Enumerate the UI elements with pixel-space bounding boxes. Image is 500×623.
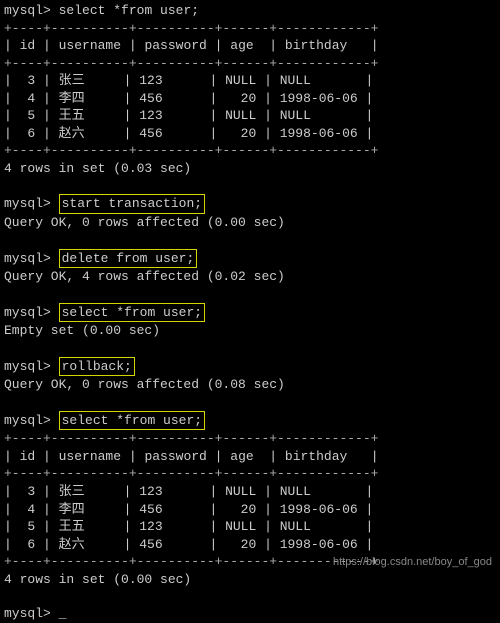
table-row: | 5 | 王五 | 123 | NULL | NULL | (4, 518, 496, 536)
command-line-5: mysql> rollback; (4, 357, 496, 377)
table-row: | 6 | 赵六 | 456 | 20 | 1998-06-06 | (4, 536, 496, 554)
result-text: Query OK, 4 rows affected (0.02 sec) (4, 268, 496, 286)
result-text: Query OK, 0 rows affected (0.00 sec) (4, 214, 496, 232)
command-line-2: mysql> start transaction; (4, 194, 496, 214)
cursor: _ (59, 606, 67, 621)
table-separator: +----+----------+----------+------+-----… (4, 142, 496, 160)
sql-command-boxed: rollback; (59, 357, 135, 377)
result-text: Empty set (0.00 sec) (4, 322, 496, 340)
prompt-line[interactable]: mysql> _ (4, 605, 496, 623)
table-row: | 6 | 赵六 | 456 | 20 | 1998-06-06 | (4, 125, 496, 143)
table-separator: +----+----------+----------+------+-----… (4, 20, 496, 38)
sql-command: select *from user; (59, 3, 199, 18)
table-separator: +----+----------+----------+------+-----… (4, 55, 496, 73)
command-line-3: mysql> delete from user; (4, 249, 496, 269)
table-header-row: | id | username | password | age | birth… (4, 37, 496, 55)
table-header-row: | id | username | password | age | birth… (4, 448, 496, 466)
command-line-6: mysql> select *from user; (4, 411, 496, 431)
sql-command-boxed: select *from user; (59, 411, 205, 431)
table-row: | 3 | 张三 | 123 | NULL | NULL | (4, 72, 496, 90)
table-row: | 3 | 张三 | 123 | NULL | NULL | (4, 483, 496, 501)
table-row: | 5 | 王五 | 123 | NULL | NULL | (4, 107, 496, 125)
result-text: 4 rows in set (0.03 sec) (4, 160, 496, 178)
prompt: mysql> (4, 3, 51, 18)
sql-command-boxed: delete from user; (59, 249, 198, 269)
table-row: | 4 | 李四 | 456 | 20 | 1998-06-06 | (4, 501, 496, 519)
watermark-text: https://blog.csdn.net/boy_of_god (333, 555, 492, 570)
result-text: Query OK, 0 rows affected (0.08 sec) (4, 376, 496, 394)
table-separator: +----+----------+----------+------+-----… (4, 430, 496, 448)
command-line-1: mysql> select *from user; (4, 2, 496, 20)
table-separator: +----+----------+----------+------+-----… (4, 465, 496, 483)
sql-command-boxed: start transaction; (59, 194, 205, 214)
sql-command-boxed: select *from user; (59, 303, 205, 323)
command-line-4: mysql> select *from user; (4, 303, 496, 323)
table-row: | 4 | 李四 | 456 | 20 | 1998-06-06 | (4, 90, 496, 108)
result-text: 4 rows in set (0.00 sec) (4, 571, 496, 589)
